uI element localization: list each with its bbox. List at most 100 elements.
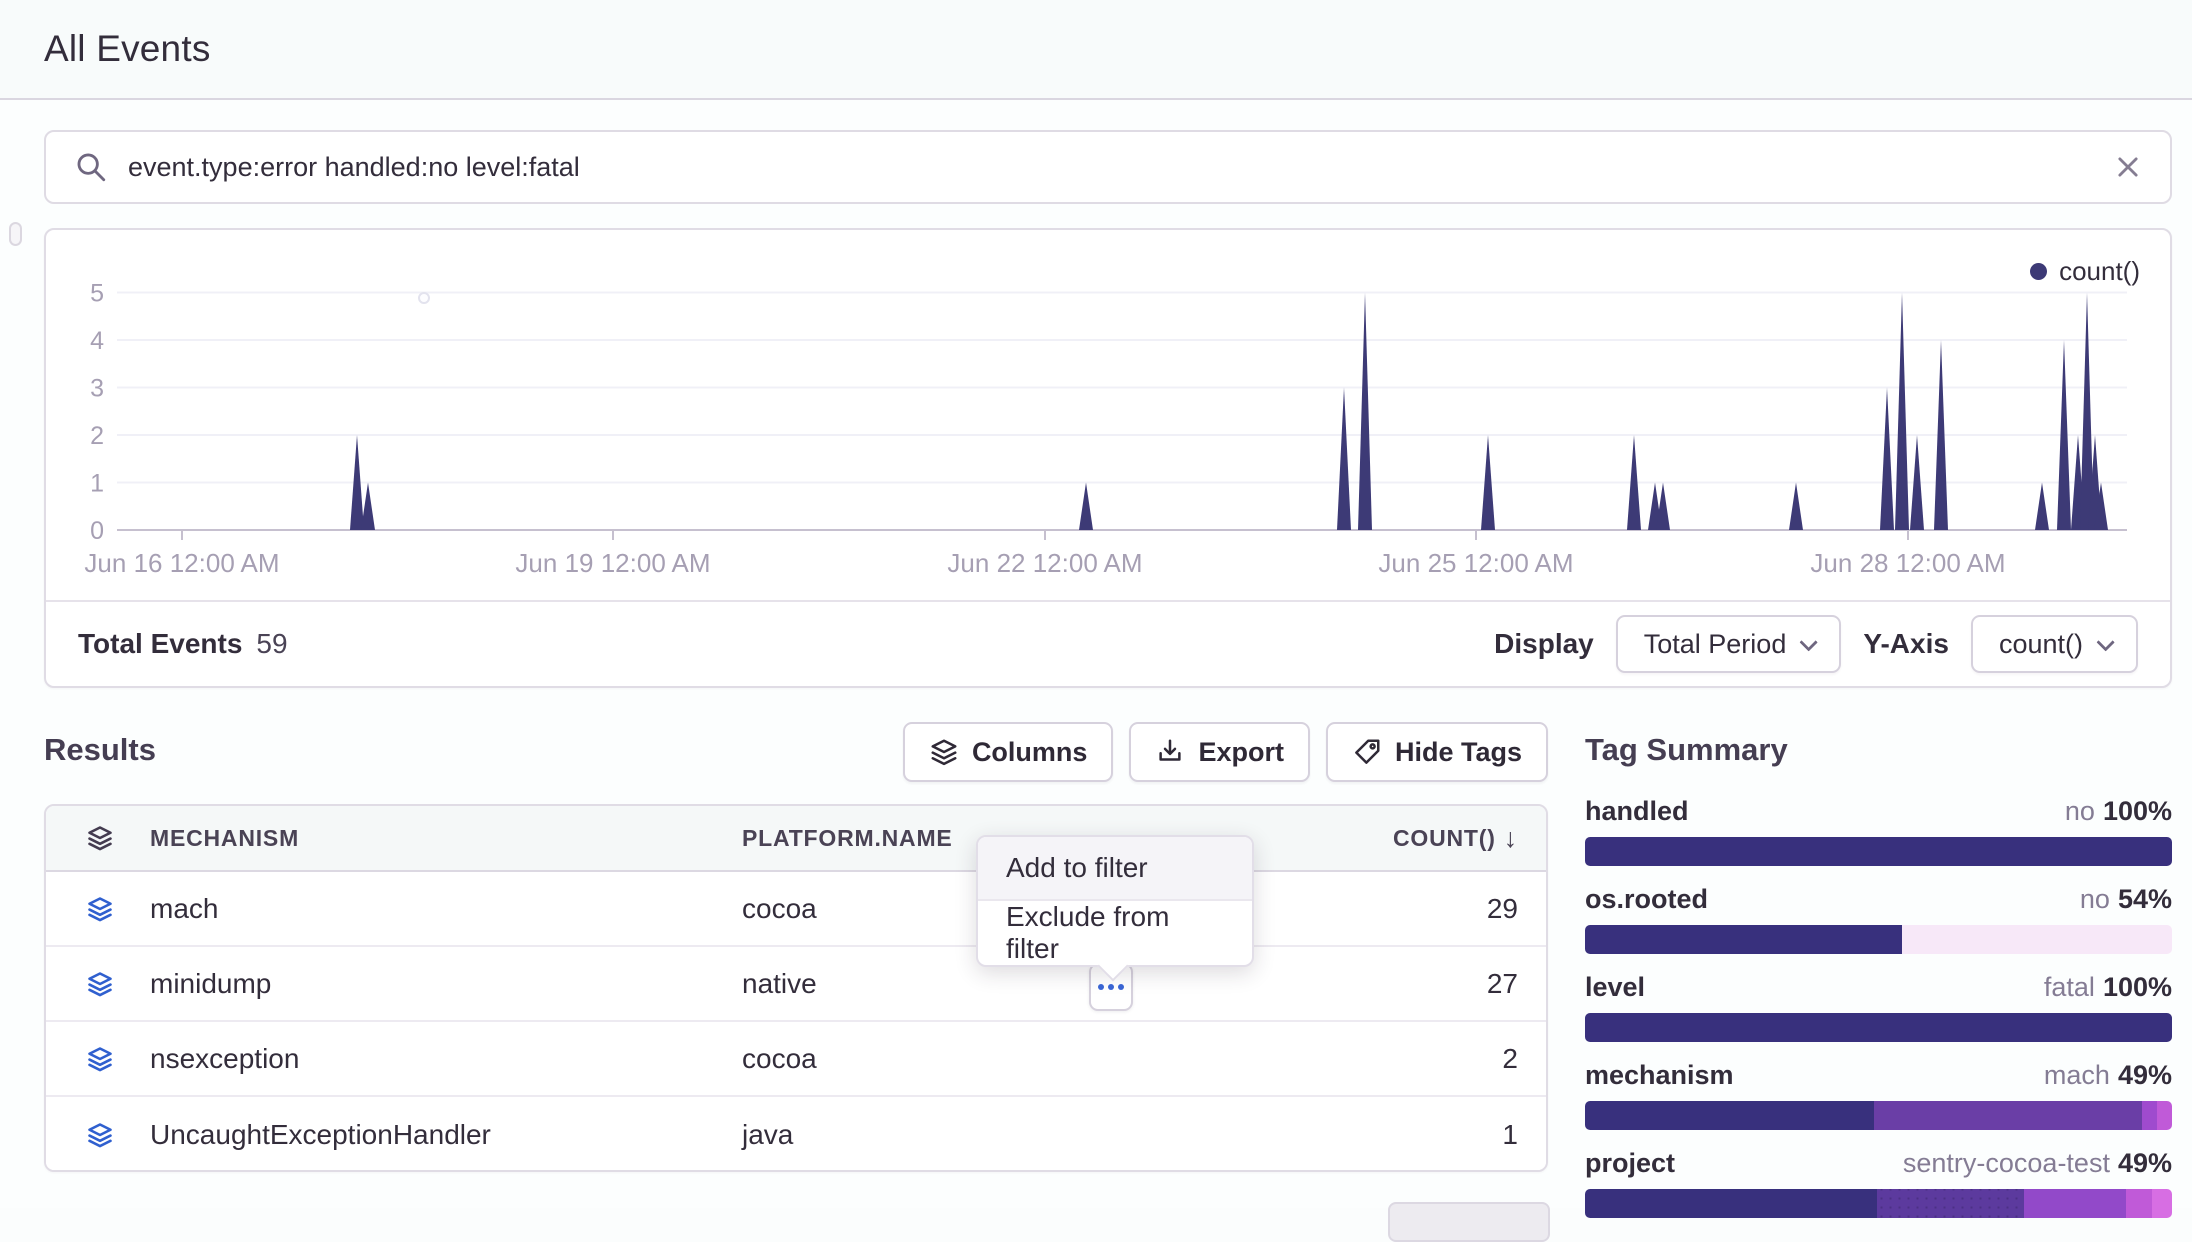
- display-select[interactable]: Total Period: [1616, 615, 1842, 673]
- platform-cell[interactable]: cocoa: [742, 1043, 1172, 1075]
- chevron-down-icon: [2096, 633, 2114, 651]
- display-label: Display: [1494, 628, 1594, 660]
- layers-icon[interactable]: [46, 1045, 150, 1073]
- search-bar[interactable]: event.type:error handled:no level:fatal: [44, 130, 2172, 204]
- mechanism-cell[interactable]: minidump: [150, 968, 742, 1000]
- svg-text:5: 5: [90, 280, 104, 308]
- columns-button[interactable]: Columns: [903, 722, 1114, 782]
- tag-summary-heading: Tag Summary: [1585, 732, 2172, 768]
- tag-distribution-bar[interactable]: [1585, 1013, 2172, 1042]
- count-cell[interactable]: 27: [1172, 968, 1546, 1000]
- results-table: MECHANISM PLATFORM.NAME COUNT() ↓ machco…: [44, 804, 1548, 1172]
- tag-summary-panel: Tag Summary handled no100% os.rootedno54% l…: [1585, 732, 2172, 1236]
- svg-text:Jun 22 12:00 AM: Jun 22 12:00 AM: [947, 548, 1142, 578]
- tag-bar-segment[interactable]: [2024, 1189, 2126, 1218]
- chart-footer: Total Events 59 Display Total Period Y-Ax…: [46, 600, 2170, 686]
- mechanism-cell[interactable]: UncaughtExceptionHandler: [150, 1119, 742, 1151]
- table-row[interactable]: nsexceptioncocoa2: [46, 1022, 1546, 1097]
- total-events-label: Total Events: [78, 628, 242, 659]
- pagination-buttons[interactable]: [1388, 1202, 1550, 1242]
- page-title: All Events: [44, 28, 211, 70]
- results-heading: Results: [44, 732, 156, 768]
- tag-bar-segment[interactable]: [2142, 1101, 2157, 1130]
- platform-cell[interactable]: java: [742, 1119, 1172, 1151]
- tag-bar-segment[interactable]: [1874, 1101, 2142, 1130]
- tag-name: handled: [1585, 796, 1689, 827]
- tag-distribution-bar[interactable]: [1585, 925, 2172, 954]
- legend-label: count(): [2059, 256, 2140, 287]
- events-chart[interactable]: 012345Jun 16 12:00 AMJun 19 12:00 AMJun …: [46, 230, 2170, 602]
- tag-distribution-bar[interactable]: [1585, 1101, 2172, 1130]
- table-actions: Columns Export Hide Tags: [903, 722, 1548, 782]
- tag-summary-list: handled no100% os.rootedno54% level fatal100…: [1585, 796, 2172, 1218]
- tag-bar-segment[interactable]: [1902, 925, 2172, 954]
- mechanism-cell[interactable]: nsexception: [150, 1043, 742, 1075]
- tag-bar-segment[interactable]: [1585, 1189, 1877, 1218]
- download-icon: [1155, 737, 1185, 767]
- tag-bar-segment[interactable]: [1585, 1013, 2172, 1042]
- close-icon[interactable]: [2114, 153, 2142, 181]
- y-axis-label: Y-Axis: [1863, 628, 1949, 660]
- total-events-value: 59: [256, 628, 287, 659]
- svg-text:Jun 25 12:00 AM: Jun 25 12:00 AM: [1378, 548, 1573, 578]
- svg-text:0: 0: [90, 517, 104, 545]
- table-body: machcocoa29minidumpnative27nsexceptionco…: [46, 872, 1546, 1172]
- svg-text:4: 4: [90, 327, 104, 355]
- count-cell[interactable]: 2: [1172, 1043, 1546, 1075]
- drag-handle[interactable]: [9, 222, 22, 246]
- y-axis-select[interactable]: count(): [1971, 615, 2138, 673]
- tag-block-mechanism: mechanismmach49%: [1585, 1060, 2172, 1130]
- hide-tags-button-label: Hide Tags: [1395, 737, 1522, 768]
- tag-bar-segment[interactable]: [1585, 1101, 1874, 1130]
- search-icon: [74, 150, 108, 184]
- search-input[interactable]: event.type:error handled:no level:fatal: [128, 152, 2114, 183]
- tag-block-handled: handled no100%: [1585, 796, 2172, 866]
- layers-icon[interactable]: [46, 1121, 150, 1149]
- dot-icon: [1098, 984, 1104, 990]
- events-chart-card: count() 012345Jun 16 12:00 AMJun 19 12:0…: [44, 228, 2172, 688]
- tag-bar-segment[interactable]: [1585, 837, 2172, 866]
- total-events: Total Events 59: [78, 628, 288, 660]
- table-row[interactable]: UncaughtExceptionHandlerjava1: [46, 1097, 1546, 1172]
- layers-icon[interactable]: [46, 970, 150, 998]
- layers-icon: [46, 824, 150, 852]
- chart-controls: Display Total Period Y-Axis count(): [1494, 615, 2138, 673]
- sentry-discover-page: All Events event.type:error handled:no l…: [0, 0, 2192, 1208]
- tag-name: mechanism: [1585, 1060, 1734, 1091]
- dot-icon: [1118, 984, 1124, 990]
- tag-bar-segment[interactable]: [2152, 1189, 2172, 1218]
- export-button[interactable]: Export: [1129, 722, 1310, 782]
- table-row[interactable]: machcocoa29: [46, 872, 1546, 947]
- table-row[interactable]: minidumpnative27: [46, 947, 1546, 1022]
- tag-name: level: [1585, 972, 1645, 1003]
- column-header-mechanism[interactable]: MECHANISM: [150, 825, 742, 852]
- tag-bar-segment[interactable]: [2126, 1189, 2152, 1218]
- svg-text:Jun 28 12:00 AM: Jun 28 12:00 AM: [1810, 548, 2005, 578]
- dot-icon: [1108, 984, 1114, 990]
- svg-text:1: 1: [90, 470, 104, 498]
- table-header-row: MECHANISM PLATFORM.NAME COUNT() ↓: [46, 806, 1546, 872]
- tag-distribution-bar[interactable]: [1585, 837, 2172, 866]
- svg-text:2: 2: [90, 422, 104, 450]
- tag-block-os.rooted: os.rootedno54%: [1585, 884, 2172, 954]
- hide-tags-button[interactable]: Hide Tags: [1326, 722, 1548, 782]
- cell-actions-menu: Add to filterExclude from filter: [976, 835, 1254, 967]
- columns-button-label: Columns: [972, 737, 1088, 768]
- chart-legend[interactable]: count(): [2030, 256, 2140, 287]
- tag-top-value: no100%: [2065, 796, 2172, 827]
- tag-bar-segment[interactable]: [1585, 925, 1902, 954]
- page-header: All Events: [0, 0, 2192, 100]
- tag-block-level: level fatal100%: [1585, 972, 2172, 1042]
- tag-top-value: fatal100%: [2044, 972, 2172, 1003]
- count-cell[interactable]: 1: [1172, 1119, 1546, 1151]
- tag-bar-segment[interactable]: [2157, 1101, 2172, 1130]
- layers-icon: [929, 737, 959, 767]
- mechanism-cell[interactable]: mach: [150, 893, 742, 925]
- svg-text:Jun 16 12:00 AM: Jun 16 12:00 AM: [84, 548, 279, 578]
- tag-bar-segment[interactable]: [1877, 1189, 2024, 1218]
- tag-distribution-bar[interactable]: [1585, 1189, 2172, 1218]
- svg-text:Jun 19 12:00 AM: Jun 19 12:00 AM: [515, 548, 710, 578]
- menu-item-add-to-filter[interactable]: Add to filter: [978, 837, 1252, 901]
- layers-icon[interactable]: [46, 895, 150, 923]
- tag-icon: [1352, 737, 1382, 767]
